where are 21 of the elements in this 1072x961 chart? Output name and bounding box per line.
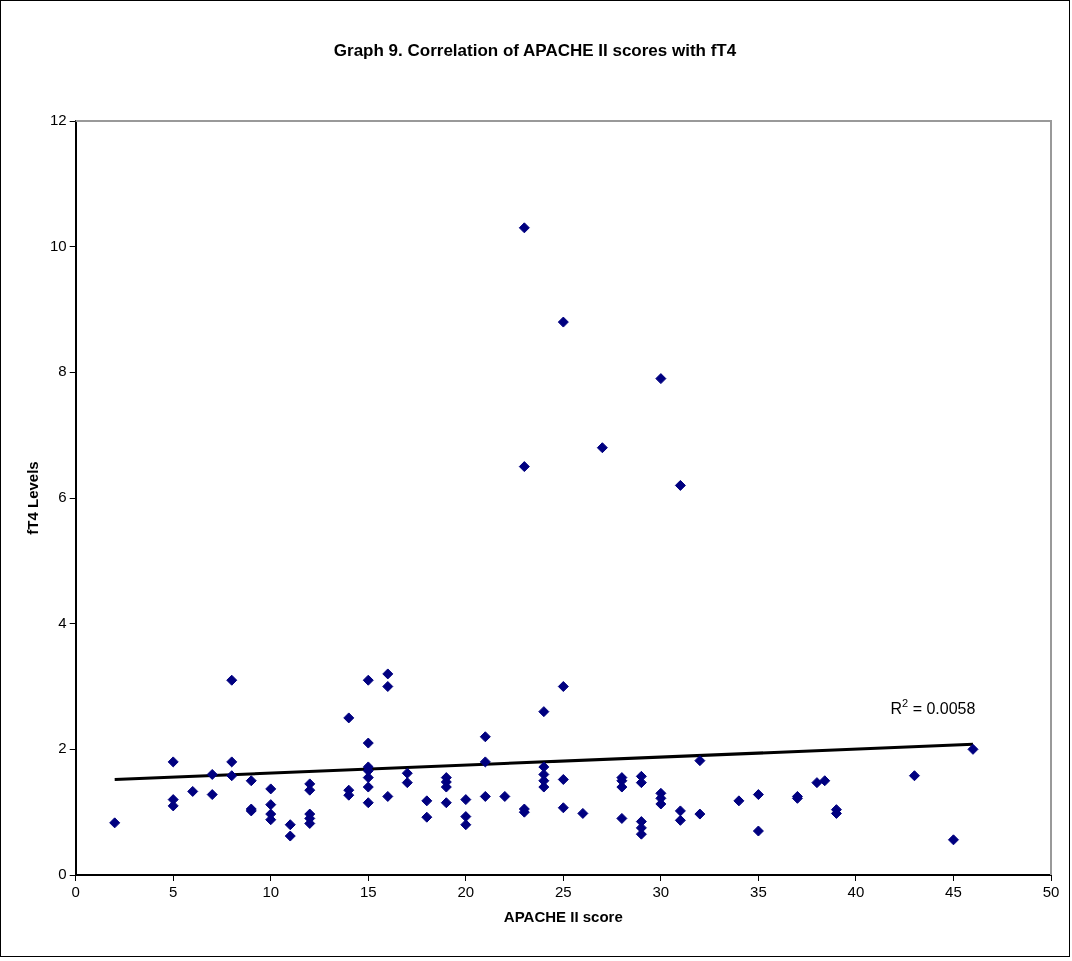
x-tick-label: 5 (169, 883, 178, 901)
y-tick-label: 6 (58, 488, 67, 506)
x-tick-label: 10 (262, 883, 280, 901)
x-tick-label: 50 (1042, 883, 1060, 901)
x-tick-label: 0 (71, 883, 80, 901)
y-axis-title: fT4 Levels (24, 461, 42, 535)
y-tick-label: 8 (58, 362, 67, 380)
x-axis-title: APACHE II score (503, 908, 623, 926)
x-tick-label: 40 (847, 883, 865, 901)
y-tick-label: 4 (58, 613, 67, 631)
chart-title: Graph 9. Correlation of APACHE II scores with fT4 (332, 41, 738, 61)
x-tick-label: 20 (457, 883, 475, 901)
y-tick-label: 10 (50, 236, 67, 254)
y-tick-label: 12 (50, 111, 67, 129)
x-tick-label: 30 (652, 883, 670, 901)
x-tick-label: 35 (750, 883, 767, 901)
x-tick-label: 15 (359, 883, 377, 901)
x-tick-label: 45 (945, 883, 962, 901)
y-tick-label: 2 (58, 739, 67, 757)
x-tick-label: 25 (555, 883, 572, 901)
y-tick-label: 0 (58, 865, 67, 883)
